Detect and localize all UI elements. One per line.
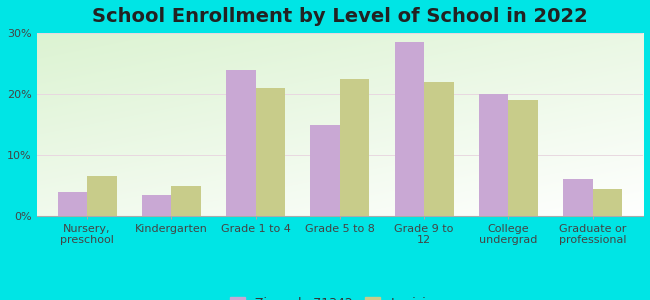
Bar xyxy=(508,100,538,216)
Bar xyxy=(255,88,285,216)
Bar xyxy=(340,79,369,216)
Bar xyxy=(87,176,116,216)
Bar xyxy=(563,179,593,216)
Title: School Enrollment by Level of School in 2022: School Enrollment by Level of School in … xyxy=(92,7,588,26)
Legend: Zip code 71342, Louisiana: Zip code 71342, Louisiana xyxy=(230,297,450,300)
Bar xyxy=(479,94,508,216)
Bar xyxy=(226,70,255,216)
Bar xyxy=(593,189,622,216)
Bar xyxy=(58,192,87,216)
Bar xyxy=(142,195,172,216)
Bar xyxy=(424,82,454,216)
Bar xyxy=(395,42,424,216)
Bar xyxy=(172,185,201,216)
Bar xyxy=(310,124,340,216)
